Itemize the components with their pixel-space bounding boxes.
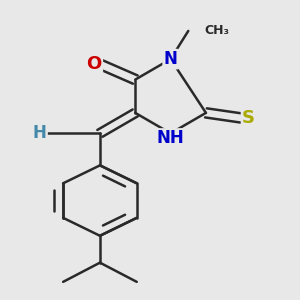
Text: N: N — [164, 50, 178, 68]
Text: CH₃: CH₃ — [205, 24, 230, 38]
Text: H: H — [33, 124, 46, 142]
Text: NH: NH — [157, 130, 184, 148]
Text: S: S — [242, 109, 255, 127]
Text: O: O — [86, 55, 102, 73]
